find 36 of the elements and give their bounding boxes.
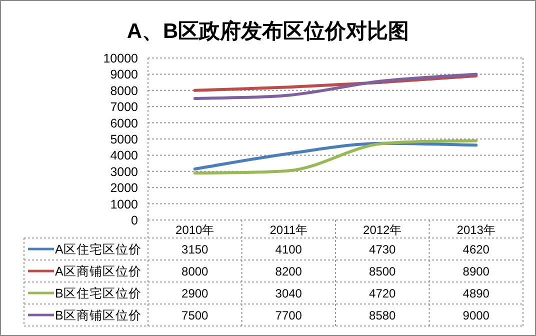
- data-label: 4720: [369, 286, 396, 300]
- x-tick-label: 2011年: [270, 223, 308, 237]
- data-label: 7500: [182, 308, 209, 322]
- x-tick-label: 2010年: [176, 223, 214, 237]
- data-label: 7700: [275, 308, 302, 322]
- data-label: 2900: [182, 286, 209, 300]
- y-tick-label: 9000: [110, 68, 138, 82]
- legend-label: B区商铺区位价: [55, 308, 142, 322]
- data-label: 8900: [462, 264, 490, 278]
- legend-label: A区住宅区位价: [55, 242, 142, 256]
- data-label: 8580: [369, 308, 396, 322]
- data-label: 4100: [275, 242, 302, 256]
- data-label: 3040: [275, 286, 302, 300]
- data-label: 8200: [275, 264, 302, 278]
- legend-label: B区住宅区位价: [55, 286, 142, 300]
- chart-title: A、B区政府发布区位价对比图: [126, 19, 410, 43]
- y-tick-label: 1000: [110, 197, 138, 212]
- y-tick-label: 3000: [110, 164, 138, 179]
- y-tick-label: 7000: [110, 100, 138, 114]
- legend-label: A区商铺区位价: [55, 264, 142, 278]
- data-label: 8500: [369, 264, 396, 278]
- data-label: 4890: [462, 286, 490, 300]
- y-tick-label: 8000: [110, 84, 138, 98]
- y-tick-label: 5000: [110, 132, 138, 146]
- y-tick-label: 10000: [103, 52, 138, 66]
- data-label: 8000: [182, 264, 209, 278]
- y-tick-label: 6000: [110, 116, 138, 130]
- data-label: 9000: [462, 308, 490, 322]
- x-tick-label: 2012年: [363, 223, 402, 237]
- data-label: 3150: [182, 242, 209, 256]
- y-tick-label: 4000: [110, 148, 138, 163]
- y-tick-label: 2000: [110, 181, 138, 196]
- x-tick-label: 2013年: [456, 223, 496, 237]
- data-label: 4730: [369, 242, 396, 256]
- data-label: 4620: [462, 242, 490, 256]
- y-tick-label: 0: [131, 214, 138, 228]
